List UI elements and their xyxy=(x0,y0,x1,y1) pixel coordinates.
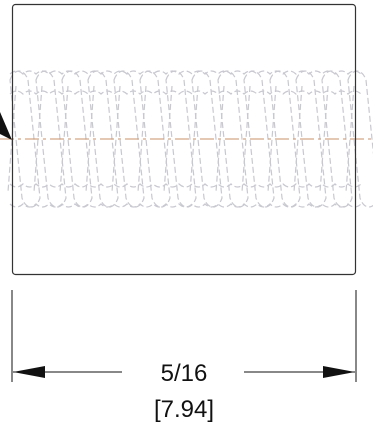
thread-loop xyxy=(243,70,275,208)
thread-envelope-line xyxy=(9,203,362,208)
thread-loop xyxy=(295,70,327,208)
thread-envelope-line xyxy=(9,70,362,75)
part-outline xyxy=(11,3,357,276)
dimension-arrowhead-left xyxy=(13,366,45,378)
thread-loop xyxy=(321,70,353,208)
thread-loop xyxy=(9,70,41,208)
thread-loop xyxy=(139,70,171,208)
dimension-metric-label: [7.94] xyxy=(154,396,214,423)
thread-loop xyxy=(165,70,197,208)
hidden-thread-lines xyxy=(7,70,373,208)
thread-loop xyxy=(347,70,373,208)
thread-loop xyxy=(87,70,119,208)
thread-loop xyxy=(269,70,301,208)
thread-loop xyxy=(217,70,249,208)
thread-envelope-line xyxy=(9,90,362,95)
dimension-arrowhead-right xyxy=(323,366,355,378)
thread-loop xyxy=(61,70,93,208)
dimension-fraction-label: 5/16 xyxy=(161,360,208,387)
thread-loop xyxy=(113,70,145,208)
thread-envelope-line xyxy=(9,183,362,188)
leader-arrowhead xyxy=(0,112,12,140)
thread-loop xyxy=(35,70,67,208)
thread-loop xyxy=(191,70,223,208)
